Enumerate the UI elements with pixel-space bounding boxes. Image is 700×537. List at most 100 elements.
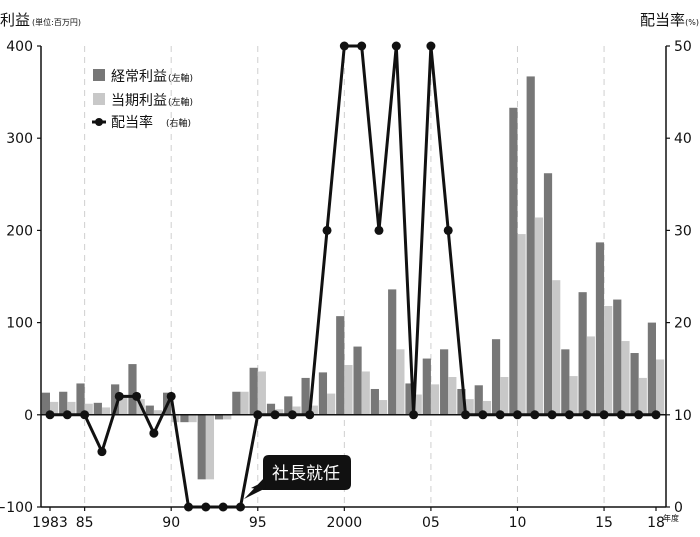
legend-note-ordinary-profit: (左軸) [168, 72, 193, 84]
bar-ordinary-profit [422, 358, 431, 415]
bar-net-profit [465, 399, 474, 415]
bar-net-profit [586, 336, 595, 415]
bar-ordinary-profit [630, 353, 639, 415]
bar-net-profit [361, 371, 370, 415]
payout-marker [97, 447, 107, 457]
payout-marker [114, 391, 124, 401]
bar-ordinary-profit [111, 384, 120, 415]
legend-note-payout: (右軸) [166, 117, 191, 129]
bar-net-profit [188, 414, 197, 423]
left-tick-label: 400 [6, 39, 33, 55]
bar-net-profit [396, 349, 405, 415]
payout-marker [305, 410, 315, 420]
right-tick-label: 20 [674, 316, 692, 332]
payout-marker [582, 410, 592, 420]
x-tick-label: 90 [162, 515, 180, 531]
x-tick-label: 2000 [327, 515, 363, 531]
left-axis-unit: (単位:百万円) [32, 17, 81, 27]
bar-ordinary-profit [214, 414, 224, 420]
bar-ordinary-profit [284, 396, 293, 415]
bar-ordinary-profit [197, 414, 206, 480]
bar-ordinary-profit [491, 339, 501, 415]
payout-marker [218, 502, 228, 512]
bar-ordinary-profit [59, 391, 68, 415]
legend-swatch-net-profit [93, 93, 105, 105]
bar-ordinary-profit [457, 388, 466, 415]
bar-net-profit [378, 400, 388, 415]
bar-net-profit [153, 410, 163, 415]
x-unit-label: 年度 [663, 513, 679, 523]
annotation-pointer [244, 478, 266, 499]
payout-marker [409, 410, 419, 420]
bar-ordinary-profit [405, 383, 414, 415]
bar-net-profit [67, 401, 76, 415]
bar-ordinary-profit [93, 402, 102, 415]
bar-ordinary-profit [180, 414, 189, 423]
payout-marker [443, 225, 453, 235]
bar-ordinary-profit [41, 392, 50, 415]
payout-marker [547, 410, 557, 420]
bar-ordinary-profit [543, 173, 553, 415]
payout-marker [426, 41, 436, 51]
payout-marker [374, 225, 384, 235]
bar-net-profit [517, 234, 526, 415]
bar-net-profit [482, 400, 492, 415]
payout-marker [530, 410, 540, 420]
bar-ordinary-profit [128, 364, 137, 415]
x-tick-label: 15 [595, 515, 613, 531]
payout-marker [322, 225, 332, 235]
annotation-callout: 社長就任 [244, 455, 351, 499]
left-tick-label: 0 [24, 408, 33, 424]
bar-net-profit [223, 414, 232, 420]
axes [40, 46, 667, 508]
legend-marker-payout [95, 118, 103, 126]
payout-marker [62, 410, 72, 420]
left-axis-title: 利益 [0, 11, 30, 29]
bar-ordinary-profit [647, 322, 656, 415]
bar-ordinary-profit [526, 76, 535, 415]
payout-marker [253, 410, 263, 420]
payout-marker [651, 410, 661, 420]
legend-label-ordinary-profit: 経常利益 [111, 69, 167, 85]
bar-ordinary-profit [440, 349, 449, 415]
left-tick-label: −100 [0, 500, 33, 516]
bar-ordinary-profit [388, 289, 397, 415]
left-tick-label: 100 [6, 316, 33, 332]
bar-net-profit [534, 217, 543, 415]
bar-net-profit [309, 405, 318, 415]
right-tick-label: 40 [674, 131, 692, 147]
bar-net-profit [500, 376, 509, 415]
legend-label-net-profit: 当期利益 [111, 93, 167, 109]
bar-net-profit [430, 384, 440, 415]
bar-net-profit [569, 376, 578, 415]
bar-net-profit [205, 414, 215, 480]
bar-ordinary-profit [578, 292, 587, 415]
x-tick-label: 95 [249, 515, 267, 531]
right-tick-label: 0 [674, 500, 683, 516]
payout-marker [287, 410, 297, 420]
bar-net-profit [448, 376, 457, 415]
bar-ordinary-profit [145, 405, 154, 415]
axis-titles: 利益 (単位:百万円) 配当率 (%) 年度 [0, 11, 699, 523]
legend-label-payout: 配当率 [111, 114, 153, 131]
bar-ordinary-profit [595, 242, 605, 415]
x-tick-label: 10 [509, 515, 527, 531]
payout-marker [270, 410, 280, 420]
x-tick-label: 1983 [32, 515, 68, 531]
payout-marker [339, 41, 349, 51]
bar-net-profit [604, 306, 613, 415]
bar-net-profit [638, 377, 647, 415]
payout-marker [478, 410, 488, 420]
bar-net-profit [275, 409, 284, 415]
bar-ordinary-profit [266, 403, 276, 415]
bar-net-profit [101, 407, 111, 415]
payout-marker [80, 410, 90, 420]
bar-net-profit [119, 396, 128, 415]
payout-marker [184, 502, 194, 512]
bar-ordinary-profit [370, 388, 379, 415]
payout-marker [564, 410, 574, 420]
payout-marker [235, 502, 245, 512]
payout-marker [461, 410, 471, 420]
right-tick-label: 30 [674, 223, 692, 239]
legend-note-net-profit: (左軸) [168, 96, 193, 108]
